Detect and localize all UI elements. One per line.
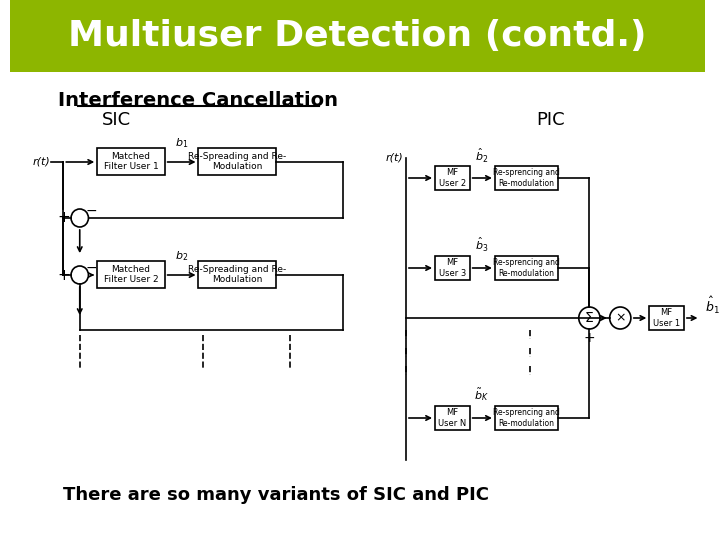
FancyBboxPatch shape bbox=[495, 256, 557, 280]
Text: Matched
Filter User 2: Matched Filter User 2 bbox=[104, 265, 158, 284]
Text: Multiuser Detection (contd.): Multiuser Detection (contd.) bbox=[68, 19, 647, 53]
Text: There are so many variants of SIC and PIC: There are so many variants of SIC and PI… bbox=[63, 486, 490, 504]
Text: ×: × bbox=[615, 312, 626, 325]
Text: Matched
Filter User 1: Matched Filter User 1 bbox=[104, 152, 158, 171]
FancyBboxPatch shape bbox=[495, 406, 557, 430]
Text: −: − bbox=[86, 261, 97, 275]
Text: MF
User 1: MF User 1 bbox=[653, 308, 680, 328]
Text: Interference Cancellation: Interference Cancellation bbox=[58, 91, 338, 110]
Circle shape bbox=[71, 209, 89, 227]
FancyBboxPatch shape bbox=[97, 261, 165, 288]
Text: PIC: PIC bbox=[536, 111, 565, 129]
Circle shape bbox=[610, 307, 631, 329]
Text: $\hat{b}_2$: $\hat{b}_2$ bbox=[474, 147, 488, 165]
Text: $b_2$: $b_2$ bbox=[176, 249, 189, 263]
Text: r(t): r(t) bbox=[32, 157, 50, 167]
Text: SIC: SIC bbox=[102, 111, 131, 129]
FancyBboxPatch shape bbox=[495, 166, 557, 190]
Text: $\hat{b}_1$: $\hat{b}_1$ bbox=[705, 294, 720, 315]
FancyBboxPatch shape bbox=[97, 148, 165, 175]
FancyBboxPatch shape bbox=[435, 406, 469, 430]
Text: $b_1$: $b_1$ bbox=[176, 136, 189, 150]
FancyBboxPatch shape bbox=[435, 166, 469, 190]
Text: r(t): r(t) bbox=[385, 153, 403, 163]
Text: Re-Spreading and Re-
Modulation: Re-Spreading and Re- Modulation bbox=[188, 152, 287, 171]
Text: $\tilde{b}_K$: $\tilde{b}_K$ bbox=[474, 387, 489, 403]
Text: +: + bbox=[584, 331, 595, 345]
FancyBboxPatch shape bbox=[435, 256, 469, 280]
Circle shape bbox=[579, 307, 600, 329]
Text: +: + bbox=[57, 211, 70, 226]
Text: Re-Spreading and Re-
Modulation: Re-Spreading and Re- Modulation bbox=[188, 265, 287, 284]
Text: MF
User N: MF User N bbox=[438, 408, 467, 428]
Text: +: + bbox=[57, 267, 70, 282]
Text: MF
User 2: MF User 2 bbox=[438, 168, 466, 188]
Text: Re-sprencing and
Re-modulation: Re-sprencing and Re-modulation bbox=[492, 408, 559, 428]
Text: Σ: Σ bbox=[585, 311, 594, 325]
FancyBboxPatch shape bbox=[649, 306, 684, 330]
Text: Re-sprencing and
Re-modulation: Re-sprencing and Re-modulation bbox=[492, 258, 559, 278]
Text: Re-sprencing and
Re-modulation: Re-sprencing and Re-modulation bbox=[492, 168, 559, 188]
FancyBboxPatch shape bbox=[10, 0, 705, 72]
Text: −: − bbox=[86, 204, 97, 218]
Circle shape bbox=[71, 266, 89, 284]
Text: MF
User 3: MF User 3 bbox=[438, 258, 466, 278]
FancyBboxPatch shape bbox=[199, 261, 276, 288]
Text: $\hat{b}_3$: $\hat{b}_3$ bbox=[474, 236, 488, 254]
FancyBboxPatch shape bbox=[199, 148, 276, 175]
